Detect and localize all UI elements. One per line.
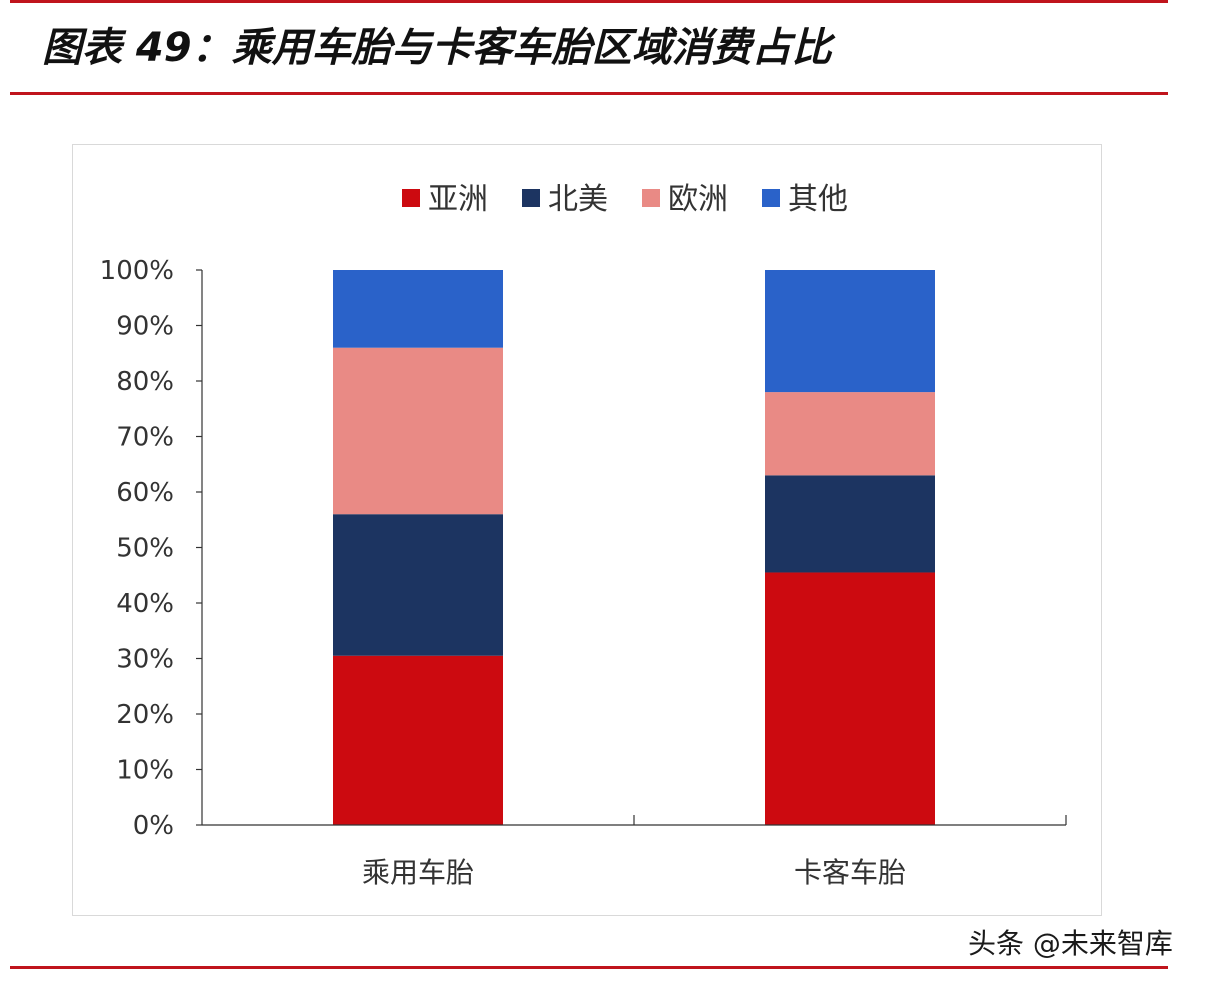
- y-tick-label: 80%: [116, 367, 174, 397]
- bar-segment: [765, 475, 935, 573]
- legend-swatch: [762, 189, 780, 207]
- x-tick-label: 乘用车胎: [362, 856, 474, 889]
- bottom-rule: [10, 966, 1168, 969]
- bar-segment: [765, 572, 935, 825]
- y-tick-label: 0%: [133, 811, 174, 841]
- top-rule: [10, 0, 1168, 3]
- y-tick-label: 60%: [116, 478, 174, 508]
- legend-label: 其他: [788, 182, 848, 217]
- legend-swatch: [402, 189, 420, 207]
- bar-segment: [765, 392, 935, 476]
- y-tick-label: 40%: [116, 589, 174, 619]
- legend-label: 亚洲: [428, 182, 488, 217]
- x-axis: 乘用车胎 卡客车胎: [202, 815, 1067, 889]
- legend-swatch: [522, 189, 540, 207]
- page-title: 图表 49：乘用车胎与卡客车胎区域消费占比: [42, 25, 832, 71]
- watermark: 头条 @未来智库: [968, 927, 1173, 960]
- bar-segment: [333, 270, 503, 348]
- y-tick-label: 10%: [116, 756, 174, 786]
- legend-label: 欧洲: [668, 182, 728, 217]
- bar-segment: [333, 347, 503, 515]
- y-tick-label: 90%: [116, 312, 174, 342]
- legend-label: 北美: [548, 182, 608, 217]
- bar-segment: [765, 270, 935, 393]
- y-tick-label: 20%: [116, 700, 174, 730]
- bar-segment: [333, 514, 503, 656]
- bar-segment: [333, 655, 503, 825]
- bars: [333, 270, 935, 825]
- legend-swatch: [642, 189, 660, 207]
- legend: 亚洲 北美 欧洲 其他: [402, 182, 848, 217]
- y-tick-label: 30%: [116, 645, 174, 675]
- y-axis: 0% 10% 20% 30% 40% 50% 60% 70% 80% 90% 100%: [100, 256, 203, 841]
- title-underline: [10, 92, 1168, 95]
- y-tick-label: 100%: [100, 256, 174, 286]
- y-tick-label: 50%: [116, 534, 174, 564]
- y-tick-label: 70%: [116, 423, 174, 453]
- x-tick-label: 卡客车胎: [794, 856, 906, 889]
